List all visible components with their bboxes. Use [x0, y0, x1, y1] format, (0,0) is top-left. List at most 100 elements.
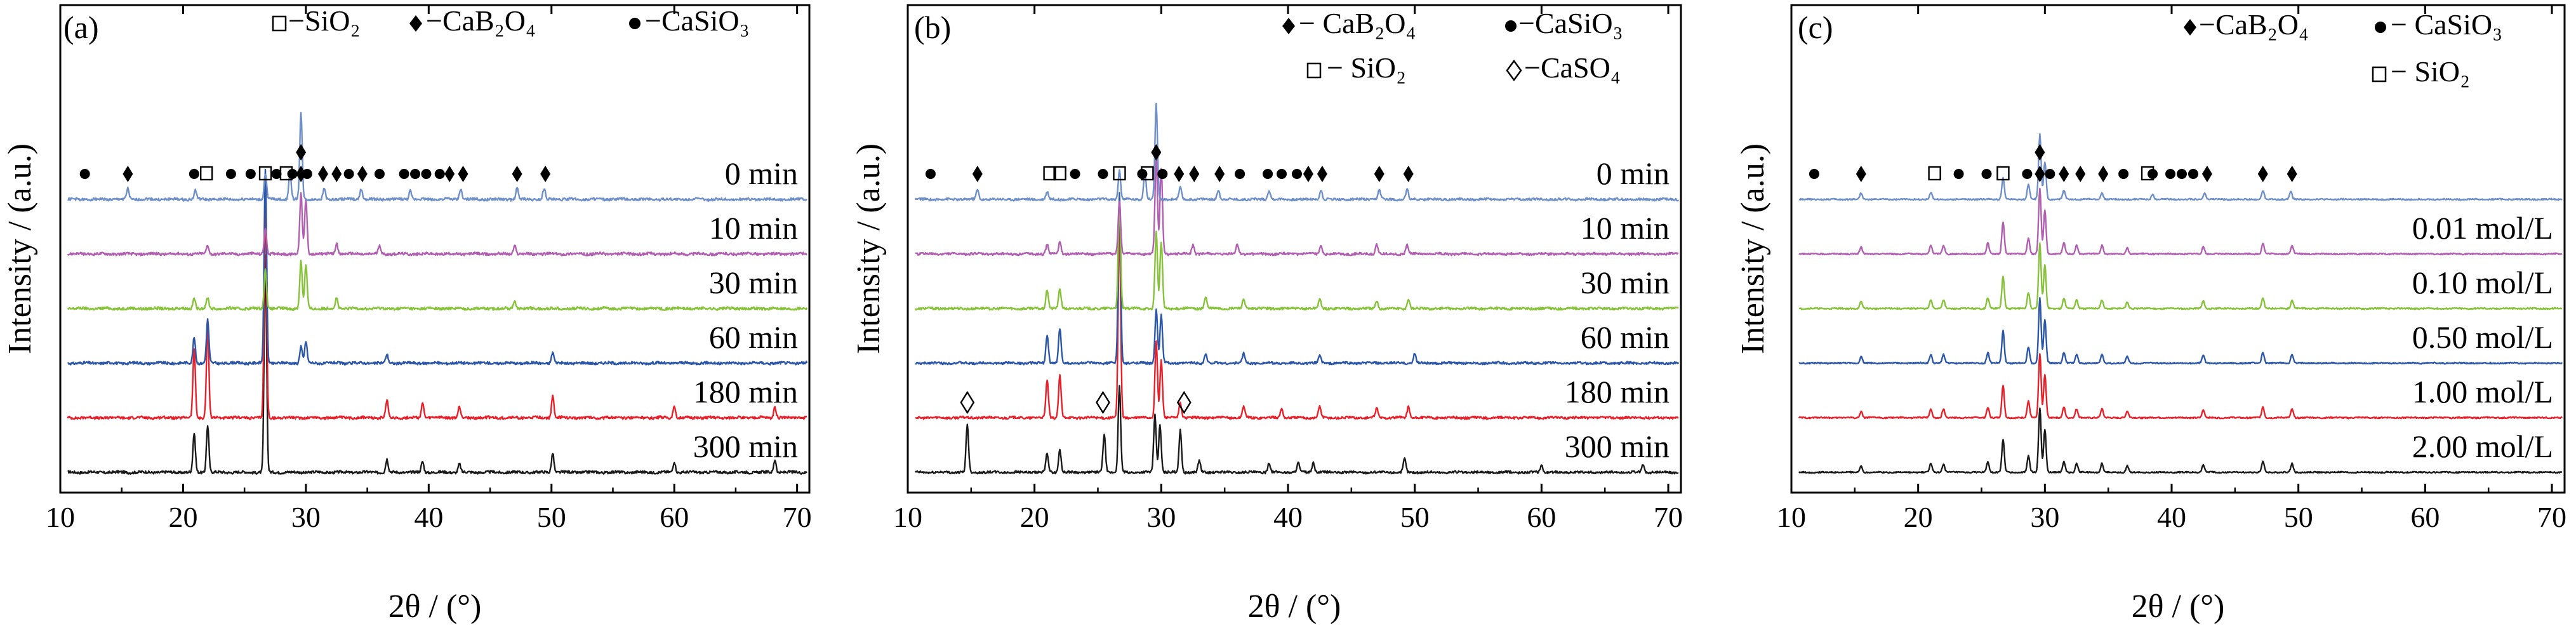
phase-marker-diamond-icon — [1174, 166, 1185, 182]
x-tick-label: 30 — [1146, 501, 1176, 533]
trace-line — [1798, 353, 2563, 420]
x-tick-label: 30 — [291, 501, 321, 533]
phase-marker-diamond-icon — [1317, 166, 1327, 182]
trace-label: 30 min — [709, 265, 798, 300]
phase-marker-circle-icon — [79, 169, 90, 179]
trace-line — [67, 192, 807, 256]
legend-open-square-icon — [272, 15, 287, 32]
phase-marker-circle-icon — [245, 169, 256, 179]
trace-label: 180 min — [693, 374, 798, 409]
trace-label: 60 min — [1581, 319, 1670, 355]
panel-b-legend-item-0: − CaB₂O₄ — [1282, 7, 1416, 39]
phase-marker-diamond-icon — [317, 166, 328, 182]
phase-marker-open-diamond-icon — [960, 390, 975, 415]
phase-marker-diamond-icon — [1403, 166, 1414, 182]
phase-marker-diamond-icon — [444, 166, 455, 182]
phase-marker-circle-icon — [225, 169, 236, 179]
trace-label: 0.10 mol/L — [2412, 265, 2553, 300]
phase-marker-diamond-icon — [1856, 166, 1866, 182]
panel-c-xlabel: 2θ / (°) — [2132, 588, 2225, 625]
panel-a-legend-label-1: −CaB₂O₄ — [426, 4, 536, 37]
x-tick-label: 10 — [46, 501, 75, 533]
x-tick-label: 40 — [414, 501, 443, 533]
panel-c-legend-label-2: − SiO₂ — [2391, 55, 2470, 88]
legend-filled-diamond-icon — [1282, 18, 1295, 34]
phase-marker-circle-icon — [2022, 169, 2033, 179]
phase-marker-diamond-icon — [296, 144, 307, 161]
phase-marker-square-icon — [1928, 166, 1941, 181]
phase-marker-diamond-icon — [331, 166, 342, 182]
trace-line — [1798, 187, 2563, 256]
phase-marker-circle-icon — [1277, 169, 1287, 179]
x-tick-label: 70 — [2537, 501, 2566, 533]
trace-line — [915, 157, 1679, 256]
panel-a-xlabel: 2θ / (°) — [388, 588, 482, 625]
trace-line — [1798, 297, 2563, 365]
panel-b-legend-label-1: −CaSiO₃ — [1518, 7, 1623, 39]
phase-marker-square-icon — [199, 166, 213, 181]
trace-label: 1.00 mol/L — [2412, 374, 2553, 409]
legend-filled-diamond-icon — [2184, 19, 2196, 36]
phase-marker-circle-icon — [302, 169, 312, 179]
phase-marker-circle-icon — [287, 169, 298, 179]
phase-marker-diamond-icon — [2257, 166, 2268, 182]
phase-marker-diamond-icon — [357, 166, 368, 182]
phase-marker-circle-icon — [2148, 169, 2158, 179]
trace-label: 10 min — [1581, 210, 1670, 246]
phase-marker-diamond-icon — [972, 166, 983, 182]
trace-line — [67, 254, 808, 475]
legend-filled-circle-icon — [1505, 20, 1517, 32]
trace-line — [915, 192, 1680, 366]
phase-marker-circle-icon — [2165, 169, 2176, 179]
phase-marker-diamond-icon — [2287, 166, 2297, 182]
phase-marker-diamond-icon — [1189, 166, 1200, 182]
phase-marker-diamond-icon — [1151, 144, 1162, 161]
trace-label: 10 min — [709, 210, 798, 246]
phase-marker-circle-icon — [1157, 169, 1168, 179]
phase-marker-open-diamond-icon — [1176, 390, 1192, 415]
phase-marker-diamond-icon — [512, 166, 522, 182]
panel-a-ylabel: Intensity / (a.u.) — [2, 143, 38, 354]
phase-marker-square-icon — [258, 166, 272, 181]
trace-label: 300 min — [1565, 428, 1670, 464]
trace-label: 30 min — [1581, 265, 1670, 300]
panel-c-ylabel: Intensity / (a.u.) — [1735, 143, 1771, 354]
legend-filled-circle-icon — [2375, 22, 2386, 33]
phase-marker-square-icon — [1141, 166, 1154, 181]
phase-marker-diamond-icon — [1374, 166, 1384, 182]
x-tick-label: 50 — [2284, 501, 2313, 533]
trace-label: 0 min — [1597, 156, 1670, 191]
panel-b-legend-label-0: − CaB₂O₄ — [1299, 7, 1416, 39]
panel-b-legend-label-3: −CaSO₄ — [1524, 51, 1621, 84]
phase-marker-diamond-icon — [123, 166, 133, 182]
phase-marker-circle-icon — [410, 169, 421, 179]
panel-b-xlabel: 2θ / (°) — [1248, 588, 1341, 625]
trace-line — [67, 204, 807, 420]
panel-c-legend-label-0: −CaB₂O₄ — [2199, 8, 2309, 41]
phase-marker-circle-icon — [434, 169, 445, 179]
phase-marker-circle-icon — [2176, 169, 2187, 179]
x-tick-label: 10 — [893, 501, 922, 533]
phase-marker-diamond-icon — [458, 166, 468, 182]
x-tick-label: 50 — [537, 501, 566, 533]
panel-a-legend-item-1: −CaB₂O₄ — [409, 4, 536, 37]
trace-label: 2.00 mol/L — [2412, 428, 2553, 464]
panel-c-legend-item-2: − SiO₂ — [2372, 55, 2470, 88]
panel-b-ylabel: Intensity / (a.u.) — [851, 143, 887, 354]
panel-b-legend-label-2: − SiO₂ — [1327, 51, 1406, 84]
x-tick-label: 60 — [660, 501, 689, 533]
trace-line — [67, 168, 808, 366]
phase-marker-circle-icon — [1953, 169, 1964, 179]
phase-marker-square-icon — [1996, 166, 2010, 181]
x-tick-label: 20 — [1904, 501, 1933, 533]
phase-marker-circle-icon — [2045, 169, 2055, 179]
phase-marker-diamond-icon — [2201, 166, 2212, 182]
phase-marker-square-icon — [1053, 166, 1066, 181]
panel-a-legend-item-2: −CaSiO₃ — [629, 4, 750, 37]
trace-line — [914, 203, 1679, 311]
phase-marker-circle-icon — [343, 169, 354, 179]
x-tick-label: 70 — [783, 501, 812, 533]
panel-b: (b) Intensity / (a.u.) 2θ / (°) − CaB₂O₄… — [851, 4, 1683, 625]
phase-marker-circle-icon — [1291, 169, 1302, 179]
